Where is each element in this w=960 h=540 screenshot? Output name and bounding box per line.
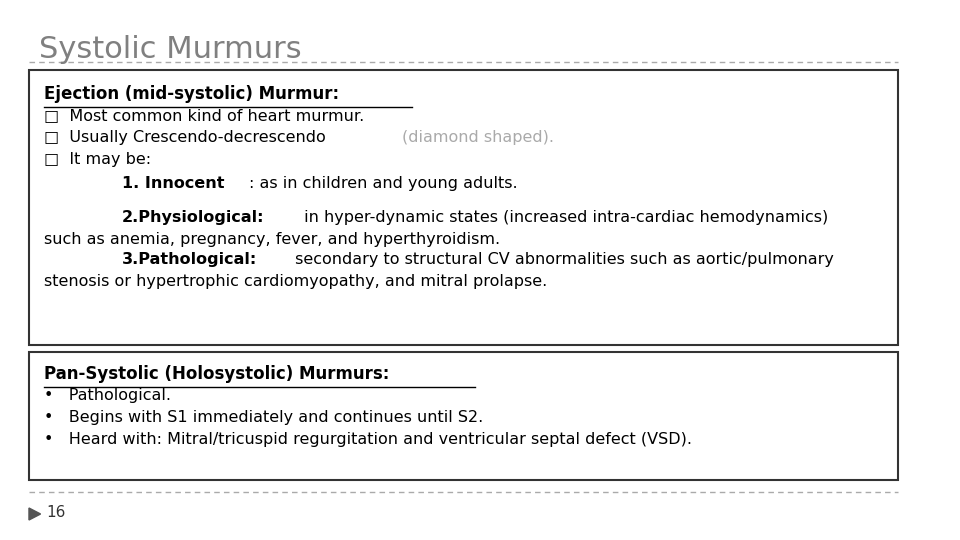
- Text: stenosis or hypertrophic cardiomyopathy, and mitral prolapse.: stenosis or hypertrophic cardiomyopathy,…: [44, 274, 547, 289]
- Text: 2.Physiological:: 2.Physiological:: [122, 210, 264, 225]
- Text: □  It may be:: □ It may be:: [44, 152, 152, 167]
- Text: •   Begins with S1 immediately and continues until S2.: • Begins with S1 immediately and continu…: [44, 410, 484, 425]
- Text: such as anemia, pregnancy, fever, and hyperthyroidism.: such as anemia, pregnancy, fever, and hy…: [44, 232, 500, 247]
- Text: •   Pathological.: • Pathological.: [44, 388, 172, 403]
- FancyBboxPatch shape: [29, 70, 899, 345]
- Text: Ejection (mid-systolic) Murmur:: Ejection (mid-systolic) Murmur:: [44, 85, 340, 103]
- Text: (diamond shaped).: (diamond shaped).: [402, 130, 554, 145]
- Text: •   Heard with: Mitral/tricuspid regurgitation and ventricular septal defect (VS: • Heard with: Mitral/tricuspid regurgita…: [44, 432, 692, 447]
- Polygon shape: [29, 508, 40, 520]
- Text: Systolic Murmurs: Systolic Murmurs: [38, 35, 301, 64]
- Text: □  Most common kind of heart murmur.: □ Most common kind of heart murmur.: [44, 108, 365, 123]
- Text: 16: 16: [46, 505, 65, 520]
- Text: : as in children and young adults.: : as in children and young adults.: [250, 176, 518, 191]
- FancyBboxPatch shape: [29, 352, 899, 480]
- Text: □  Usually Crescendo-decrescendo: □ Usually Crescendo-decrescendo: [44, 130, 331, 145]
- Text: in hyper-dynamic states (increased intra-cardiac hemodynamics): in hyper-dynamic states (increased intra…: [300, 210, 828, 225]
- Text: Pan-Systolic (Holosystolic) Murmurs:: Pan-Systolic (Holosystolic) Murmurs:: [44, 365, 390, 383]
- Text: secondary to structural CV abnormalities such as aortic/pulmonary: secondary to structural CV abnormalities…: [290, 252, 834, 267]
- Text: 3.Pathological:: 3.Pathological:: [122, 252, 257, 267]
- Text: 1. Innocent: 1. Innocent: [122, 176, 225, 191]
